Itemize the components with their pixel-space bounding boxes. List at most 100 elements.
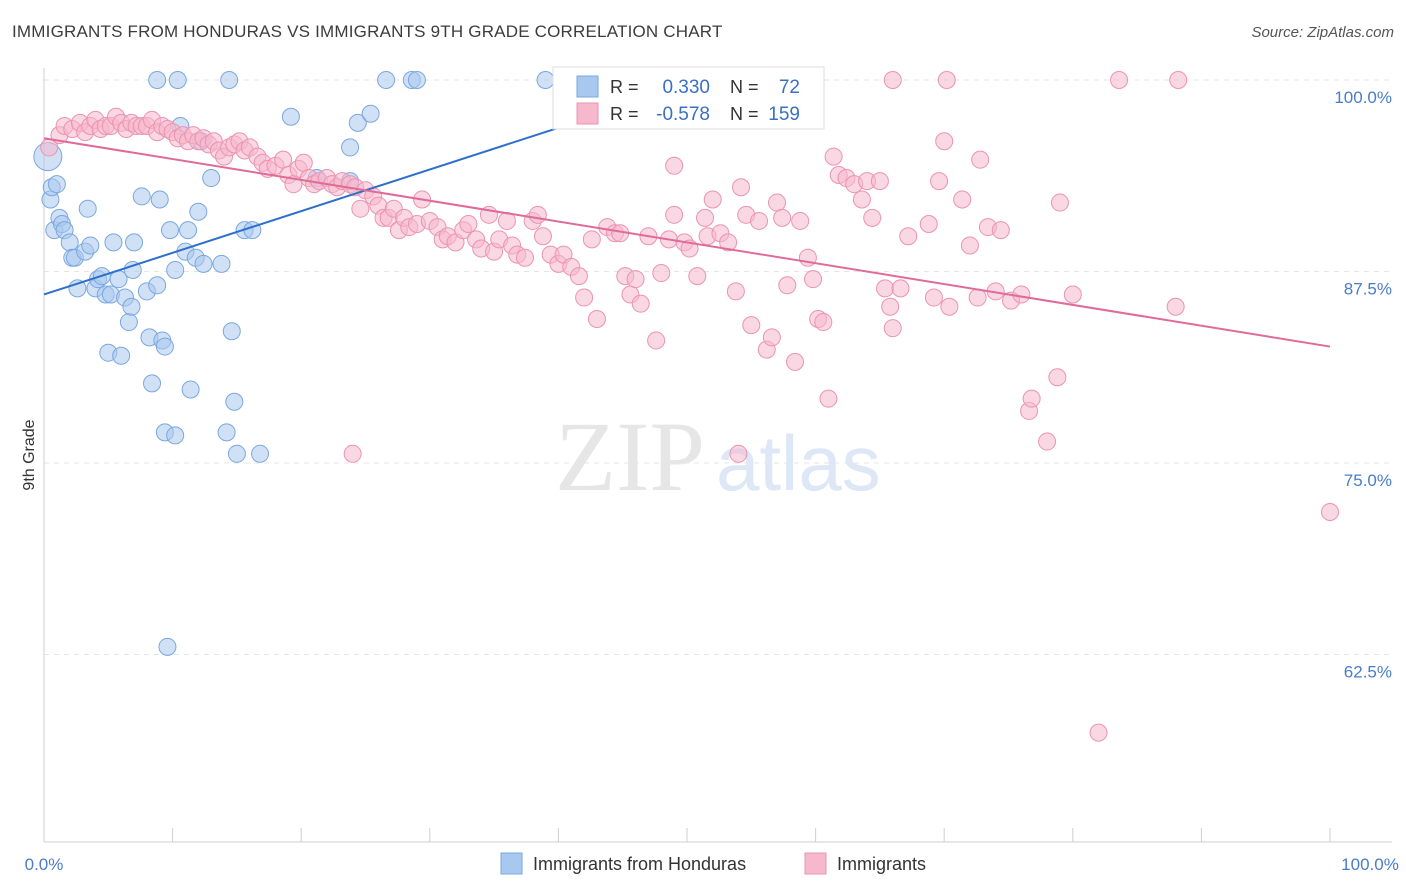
immigrants-point-161 [1038,432,1057,451]
immigrants-point-150 [953,190,972,209]
legend-n-label-1: N = [730,77,759,97]
immigrants-point-42 [274,150,293,169]
honduras-point-37 [155,337,174,356]
immigrants-point-171 [1321,503,1339,522]
honduras-point-45 [179,221,198,240]
immigrants-point-128 [804,270,823,289]
y-tick-label-0: 100.0% [1334,88,1392,107]
series-honduras-points [33,71,555,656]
honduras-point-69 [536,71,555,89]
immigrants-point-138 [863,208,882,227]
legend-r-value-1: 0.330 [662,77,710,98]
honduras-point-13 [81,236,100,255]
immigrants-point-173 [729,444,748,463]
immigrants-point-170 [1166,297,1185,316]
immigrants-point-143 [891,279,910,298]
immigrants-point-136 [852,190,871,209]
immigrants-point-174 [665,156,684,175]
watermark: ZIP atlas [555,401,881,512]
honduras-point-33 [150,190,169,209]
immigrants-point-112 [703,190,722,209]
legend-r-label-2: R = [610,104,639,124]
honduras-point-55 [227,444,246,463]
series-immigrants-points [40,71,1339,742]
immigrants-point-83 [515,248,534,267]
immigrants-point-163 [1050,193,1069,212]
immigrants-trend-line [43,137,1331,348]
honduras-point-38 [158,637,177,656]
immigrants-point-160 [1012,285,1031,304]
immigrants-point-124 [778,276,797,295]
immigrants-point-152 [968,288,987,307]
y-tick-label-1: 87.5% [1344,280,1392,299]
immigrants-point-126 [791,211,810,230]
honduras-point-50 [202,169,221,188]
immigrants-point-115 [726,282,745,301]
honduras-point-48 [189,202,208,221]
immigrants-point-149 [940,297,959,316]
legend-n-label-2: N = [730,104,759,124]
honduras-point-40 [166,426,185,445]
honduras-point-63 [361,104,380,123]
honduras-point-35 [148,71,167,89]
immigrants-point-140 [876,279,895,298]
immigrants-point-156 [991,221,1010,240]
bottom-legend: Immigrants from Honduras Immigrants [500,852,926,875]
honduras-point-27 [125,233,144,252]
immigrants-point-151 [960,236,979,255]
legend-n-value-1: 72 [779,77,800,98]
y-tick-label-3: 62.5% [1344,663,1392,682]
honduras-point-32 [148,276,167,295]
honduras-point-20 [104,233,123,252]
honduras-point-46 [181,380,200,399]
immigrants-point-125 [786,352,805,371]
y-tick-labels: 100.0% 87.5% 75.0% 62.5% [1334,88,1392,682]
immigrants-point-142 [883,319,902,338]
honduras-point-25 [122,297,141,316]
honduras-point-39 [161,221,180,240]
chart-title: IMMIGRANTS FROM HONDURAS VS IMMIGRANTS 9… [12,22,723,41]
x-tick-label-min: 0.0% [25,855,64,874]
immigrants-point-169 [883,71,902,89]
immigrants-point-74 [459,215,478,234]
honduras-point-53 [222,322,241,341]
immigrants-point-104 [652,264,671,283]
honduras-point-42 [168,71,187,89]
immigrants-point-106 [665,205,684,224]
honduras-point-28 [132,187,151,206]
honduras-point-71 [47,175,66,194]
honduras-point-41 [166,260,185,279]
immigrants-point-166 [1169,71,1188,89]
immigrants-point-146 [930,172,949,191]
bottom-legend-label-honduras: Immigrants from Honduras [533,854,746,874]
honduras-point-64 [377,71,396,89]
legend-swatch-pink [576,102,599,125]
immigrants-point-123 [773,208,792,227]
honduras-point-59 [251,444,270,463]
immigrants-point-94 [587,309,606,328]
x-tick-label-max: 100.0% [1341,855,1399,874]
watermark-zip: ZIP [555,401,705,512]
immigrants-point-131 [819,389,838,408]
immigrants-point-148 [935,132,954,151]
immigrants-point-139 [870,172,889,191]
legend-swatch-blue [576,75,599,98]
x-axis-ticks [43,828,1331,842]
immigrants-point-159 [1022,389,1041,408]
bottom-legend-label-immigrants: Immigrants [837,854,926,874]
immigrants-point-100 [626,270,645,289]
immigrants-point-153 [971,150,990,169]
immigrants-point-121 [762,328,781,347]
immigrants-point-92 [575,288,594,307]
legend-n-value-2: 159 [768,104,800,125]
honduras-point-52 [217,423,236,442]
legend-r-label-1: R = [610,77,639,97]
immigrants-point-56 [351,199,370,218]
watermark-atlas: atlas [716,419,881,507]
top-legend: R = 0.330 N = 72 R = -0.578 N = 159 [552,66,825,130]
immigrants-point-164 [1063,285,1082,304]
immigrants-point-122 [768,193,787,212]
immigrants-point-141 [881,297,900,316]
honduras-point-31 [143,374,162,393]
honduras-point-67 [341,138,360,157]
